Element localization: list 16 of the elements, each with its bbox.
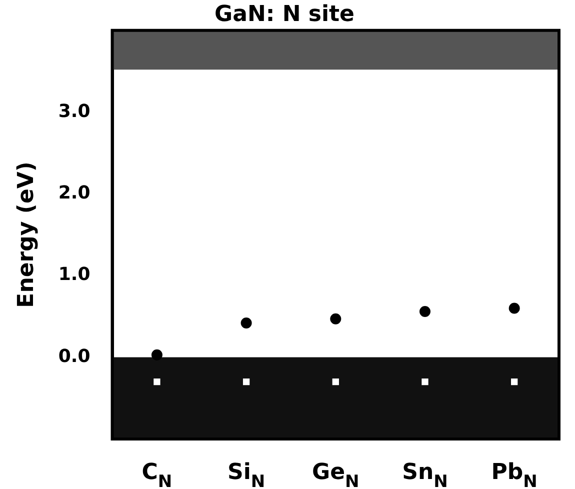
- point: [330, 313, 342, 324]
- point: [419, 306, 430, 318]
- point: [422, 378, 428, 386]
- y-tick-label: 3.0: [58, 100, 90, 122]
- point: [511, 378, 518, 386]
- point: [508, 302, 520, 314]
- point: [332, 378, 339, 386]
- point: [151, 349, 162, 360]
- y-axis-title: Energy (eV): [14, 162, 39, 308]
- chart-title: GaN: N site: [214, 2, 354, 27]
- point: [242, 378, 250, 386]
- point: [154, 378, 160, 386]
- y-tick-label: 0.0: [58, 346, 90, 367]
- point: [240, 317, 252, 328]
- y-tick-label: 2.0: [58, 182, 90, 204]
- y-tick-label: 1.0: [58, 264, 90, 286]
